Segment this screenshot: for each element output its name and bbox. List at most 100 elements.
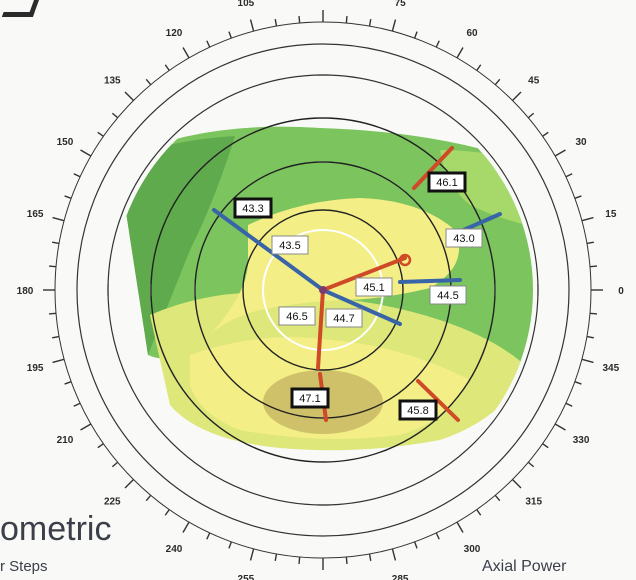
angle-tick (80, 149, 92, 157)
angle-label: 255 (238, 574, 255, 580)
value-label: 45.1 (355, 277, 393, 297)
angle-label: 75 (395, 0, 407, 9)
angle-label: 105 (238, 0, 255, 9)
meridians (212, 146, 502, 422)
angle-label: 315 (525, 497, 542, 508)
angle-tick (52, 358, 65, 364)
value-label-text: 46.1 (436, 177, 457, 189)
angle-label: 300 (464, 544, 481, 555)
value-label: 43.5 (271, 235, 309, 255)
caption-map-type: Axial Power (482, 558, 567, 575)
angle-tick (145, 494, 152, 502)
value-label-box (278, 306, 316, 326)
angle-tick (581, 358, 594, 364)
angle-tick (182, 521, 190, 533)
angle-tick (206, 40, 211, 48)
value-label-text: 43.3 (242, 203, 263, 215)
angle-label: 15 (605, 209, 617, 220)
ring-6 (242, 209, 404, 371)
value-label: 44.5 (429, 285, 467, 305)
angle-tick (345, 556, 348, 565)
angle-tick (52, 335, 60, 339)
meridian-red-ne (321, 256, 407, 292)
value-label-text: 43.5 (279, 240, 300, 252)
angle-tick (494, 78, 501, 86)
value-label-box (355, 277, 393, 297)
angle-tick (494, 494, 501, 502)
value-label-box (427, 171, 467, 193)
meridian-blue-se (321, 288, 402, 326)
angle-tick (228, 31, 232, 39)
value-label: 46.5 (278, 306, 316, 326)
angle-tick (527, 461, 535, 468)
value-label: 47.1 (290, 387, 330, 409)
angle-label: 60 (466, 28, 478, 39)
angle-tick (164, 509, 170, 516)
value-label-text: 45.8 (407, 405, 428, 417)
angle-tick (182, 47, 190, 59)
angle-tick (435, 532, 440, 540)
angle-tick (206, 532, 211, 540)
value-label-box (398, 399, 438, 421)
angle-tick (164, 64, 170, 71)
angle-tick (589, 265, 598, 268)
meridian-red-up (412, 146, 454, 190)
red-end-dot (398, 253, 412, 267)
angle-tick (124, 91, 134, 101)
value-label: 46.1 (427, 171, 467, 193)
angle-label: 30 (576, 137, 588, 148)
angle-tick (512, 479, 522, 489)
angle-tick (414, 541, 418, 549)
angle-tick (476, 64, 482, 71)
angle-tick (476, 509, 482, 516)
angle-tick (435, 40, 440, 48)
value-label: 43.3 (233, 197, 273, 219)
angle-label: 0 (618, 286, 624, 297)
angle-tick (228, 541, 232, 549)
value-label: 43.0 (445, 228, 483, 248)
value-label-text: 44.7 (333, 313, 354, 325)
angle-tick (124, 479, 134, 489)
value-label-text: 47.1 (299, 393, 320, 405)
angle-tick (586, 241, 594, 245)
meridian-red-se (416, 379, 460, 422)
value-label-text: 43.0 (453, 233, 474, 245)
angle-tick (145, 78, 152, 86)
value-label: 44.7 (325, 308, 363, 328)
angle-label: 210 (57, 435, 74, 446)
angle-tick (368, 553, 372, 561)
angle-tick (512, 91, 522, 101)
angle-label: 135 (104, 75, 121, 86)
angle-tick (368, 19, 372, 27)
value-label-box (271, 235, 309, 255)
angle-label: 165 (27, 209, 44, 220)
angle-label: 180 (17, 286, 34, 297)
value-labels: 46.1 43.0 45.1 44.5 43.5 46.5 44.7 43.3 47.1 45.8 (233, 171, 483, 421)
value-label-box (233, 197, 273, 219)
angle-tick (581, 216, 594, 222)
angle-label: 345 (603, 363, 620, 374)
angle-tick (52, 241, 60, 245)
angle-label: 225 (104, 497, 121, 508)
ring-2 (76, 43, 570, 537)
angle-tick (80, 423, 92, 431)
value-label-box (429, 285, 467, 305)
angle-tick (586, 335, 594, 339)
angle-tick (542, 443, 549, 449)
angle-tick (456, 521, 464, 533)
angle-tick (414, 31, 418, 39)
caption-subtitle: r Steps (0, 558, 48, 575)
angle-tick (565, 402, 573, 407)
angle-tick (456, 47, 464, 59)
angle-tick (554, 423, 566, 431)
angle-tick (52, 216, 65, 222)
angle-tick (111, 112, 119, 119)
angle-tick (97, 131, 104, 137)
angle-tick (73, 173, 81, 178)
value-label-text: 45.1 (363, 282, 384, 294)
angle-tick (97, 443, 104, 449)
angle-label: 330 (573, 435, 590, 446)
meridian-blue-e (398, 278, 462, 284)
angle-labels: 0153045607590105120135150165180195210225… (17, 0, 625, 580)
angle-tick (48, 312, 57, 315)
